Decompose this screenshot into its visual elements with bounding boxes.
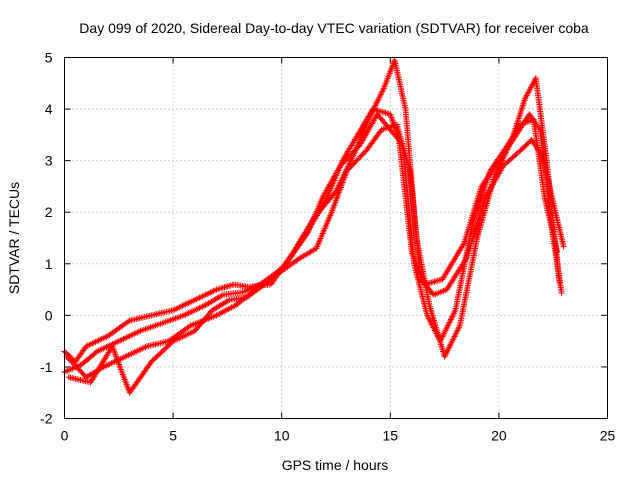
chart-title: Day 099 of 2020, Sidereal Day-to-day VTE… [79, 20, 589, 36]
x-axis-label: GPS time / hours [282, 457, 389, 473]
x-tick-label: 0 [61, 428, 69, 444]
y-axis-label: SDTVAR / TECUs [6, 182, 22, 294]
plot-frame [64, 57, 608, 419]
data-point [225, 297, 232, 304]
y-tick-label: 4 [45, 101, 53, 117]
series-pass-2 [61, 106, 561, 376]
grid [64, 57, 608, 419]
data-point [538, 151, 545, 158]
data-point [560, 243, 567, 250]
y-tick-label: 5 [45, 50, 53, 66]
x-tick-label: 10 [274, 428, 290, 444]
y-tick-label: 2 [45, 204, 53, 220]
series-pass-1 [61, 57, 563, 365]
y-tick-label: -2 [40, 411, 53, 427]
data-points [61, 57, 567, 396]
series-pass-4 [63, 121, 567, 381]
data-point [462, 257, 469, 264]
data-point [218, 292, 225, 299]
x-tick-label: 25 [600, 428, 616, 444]
x-tick-label: 20 [491, 428, 507, 444]
data-point [186, 323, 193, 330]
x-tick-label: 5 [169, 428, 177, 444]
y-tick-label: -1 [40, 359, 53, 375]
data-point [125, 318, 132, 325]
y-tick-label: 0 [45, 307, 53, 323]
y-tick-label: 3 [45, 153, 53, 169]
data-point [558, 289, 565, 296]
series-pass-3 [65, 111, 565, 396]
data-point [303, 231, 310, 238]
y-tick-label: 1 [45, 256, 53, 272]
data-point [536, 125, 543, 132]
x-tick-label: 15 [383, 428, 399, 444]
